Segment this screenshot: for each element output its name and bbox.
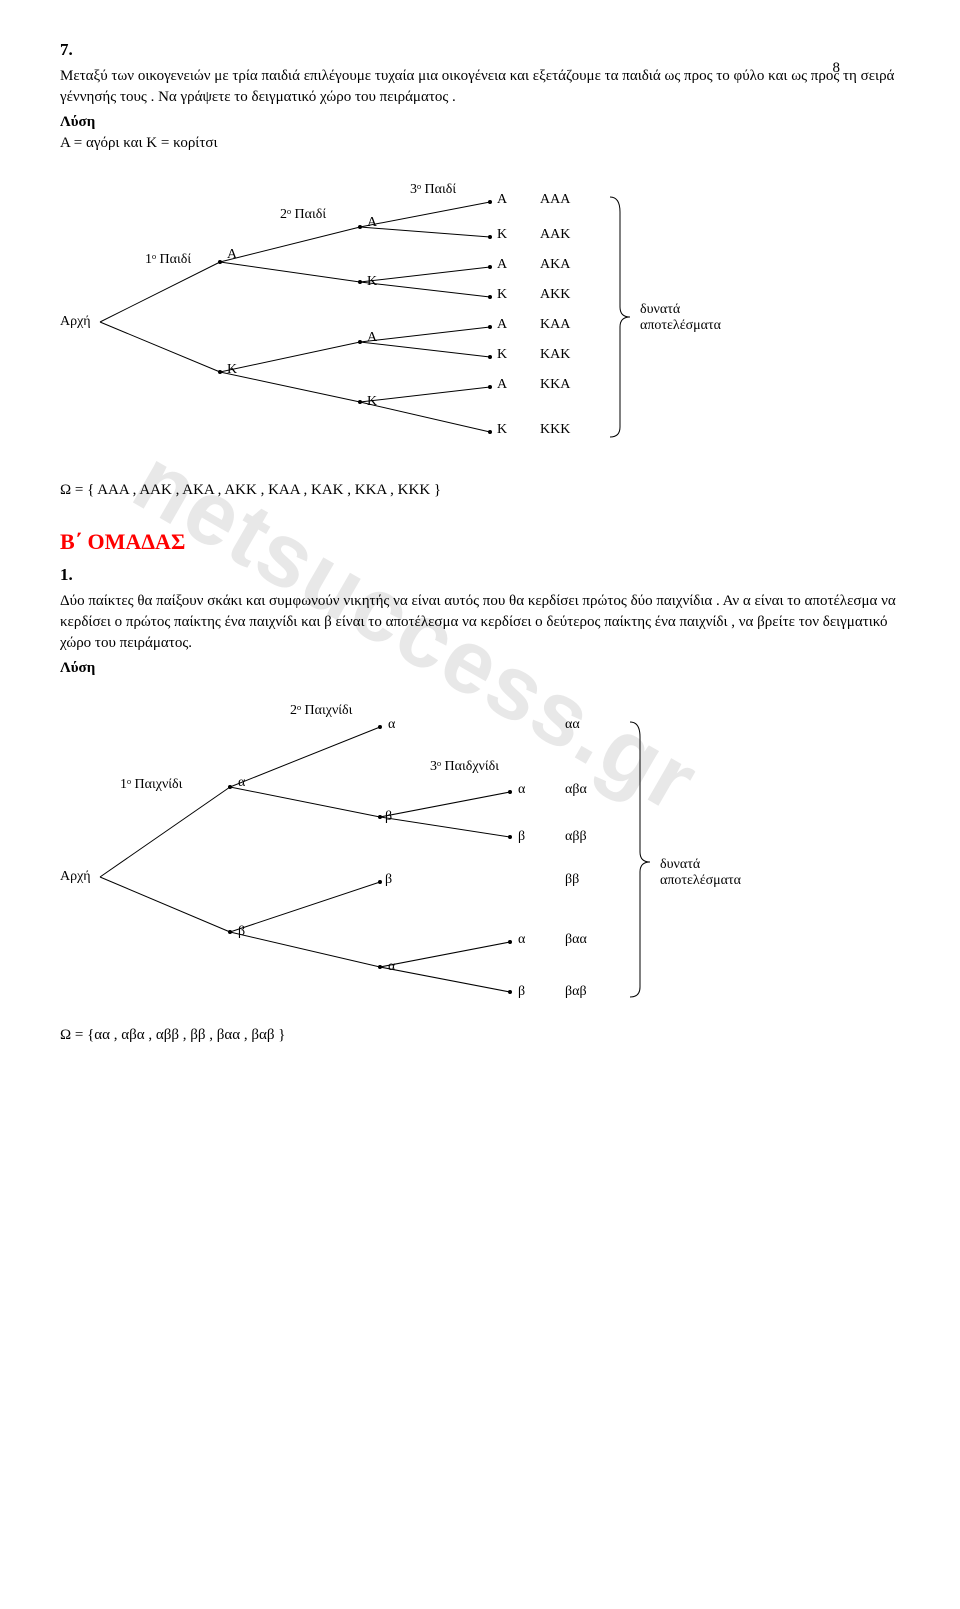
tree2-out-2: αββ: [565, 829, 587, 845]
tree2-level1-label: 1ᵒ Παιχνίδι: [120, 777, 182, 793]
tree2-out-3: ββ: [565, 872, 579, 888]
tree1-l2-AK: Κ: [367, 274, 377, 290]
problem7-solution-label: Λύση: [60, 114, 900, 131]
tree1-l3-1: Α: [497, 192, 507, 208]
tree1-l3-4: Κ: [497, 287, 507, 303]
tree1-l1-A: Α: [227, 247, 237, 263]
problem7-solution-text: Α = αγόρι και Κ = κορίτσι: [60, 135, 900, 152]
tree2-level3-label: 3ᵒ Παιδχνίδι: [430, 759, 499, 775]
tree1-l2-AA: Α: [367, 215, 377, 231]
tree1-out-4: ΚΑΑ: [540, 317, 570, 333]
tree1-root-label: Αρχή: [60, 314, 91, 330]
tree1-l3-6: Κ: [497, 347, 507, 363]
tree1-container: Αρχή 1ᵒ Παιδί 2ᵒ Παιδί 3ᵒ Παιδί Α Κ Α Κ …: [60, 162, 900, 462]
tree2-l3-baa: α: [518, 932, 525, 948]
tree1-out-0: ΑΑΑ: [540, 192, 570, 208]
tree2-results-label: δυνατά αποτελέσματα: [660, 857, 741, 889]
tree2-out-4: βαα: [565, 932, 587, 948]
tree2-out-0: αα: [565, 717, 580, 733]
tree1-out-3: ΑΚΚ: [540, 287, 570, 303]
tree2-l3-abb: β: [518, 829, 525, 845]
problem1-number: 1.: [60, 565, 900, 585]
tree1-l2-KK: Κ: [367, 394, 377, 410]
tree2-l2-ba: α: [388, 959, 395, 975]
tree2-l2-ab: β: [385, 809, 392, 825]
tree2-out-1: αβα: [565, 782, 587, 798]
page-number: 8: [833, 60, 841, 77]
tree2-l2-aa: α: [388, 717, 395, 733]
problem7-number: 7.: [60, 40, 900, 60]
tree2-root-label: Αρχή: [60, 869, 91, 885]
tree1-results-label: δυνατά αποτελέσματα: [640, 302, 721, 334]
tree2-l1-a: α: [238, 775, 245, 791]
problem1-solution-label: Λύση: [60, 660, 900, 677]
problem1-text: Δύο παίκτες θα παίξουν σκάκι και συμφωνο…: [60, 591, 900, 654]
tree1-l3-3: Α: [497, 257, 507, 273]
tree1-out-6: ΚΚΑ: [540, 377, 570, 393]
tree1-level2-label: 2ᵒ Παιδί: [280, 207, 326, 223]
tree2-out-5: βαβ: [565, 984, 587, 1000]
tree2-l3-bab: β: [518, 984, 525, 1000]
tree1-l3-5: Α: [497, 317, 507, 333]
tree2-l1-b: β: [238, 924, 245, 940]
tree1-l2-KA: Α: [367, 330, 377, 346]
tree1-out-7: ΚΚΚ: [540, 422, 570, 438]
tree1-level3-label: 3ᵒ Παιδί: [410, 182, 456, 198]
tree1-out-2: ΑΚΑ: [540, 257, 570, 273]
tree2-l3-aba: α: [518, 782, 525, 798]
tree1-out-5: ΚΑΚ: [540, 347, 570, 363]
tree2-container: Αρχή 1ᵒ Παιχνίδι 2ᵒ Παιχνίδι 3ᵒ Παιδχνίδ…: [60, 687, 900, 1007]
tree2-l2-bb: β: [385, 872, 392, 888]
tree1-out-1: ΑΑΚ: [540, 227, 570, 243]
tree1-l3-2: Κ: [497, 227, 507, 243]
problem7-omega: Ω = { ΑΑΑ , ΑΑΚ , ΑΚΑ , ΑΚΚ , ΚΑΑ , ΚΑΚ …: [60, 482, 900, 499]
tree2-level2-label: 2ᵒ Παιχνίδι: [290, 703, 352, 719]
problem1-omega: Ω = {αα , αβα , αββ , ββ , βαα , βαβ }: [60, 1027, 900, 1044]
tree1-l1-K: Κ: [227, 362, 237, 378]
tree1-l3-7: Α: [497, 377, 507, 393]
problem7-text: Μεταξύ των οικογενειών με τρία παιδιά επ…: [60, 66, 900, 108]
tree1-level1-label: 1ᵒ Παιδί: [145, 252, 191, 268]
tree1-l3-8: Κ: [497, 422, 507, 438]
section-b-header: Β΄ ΟΜΑΔΑΣ: [60, 529, 900, 555]
tree2-svg: [60, 687, 760, 1007]
